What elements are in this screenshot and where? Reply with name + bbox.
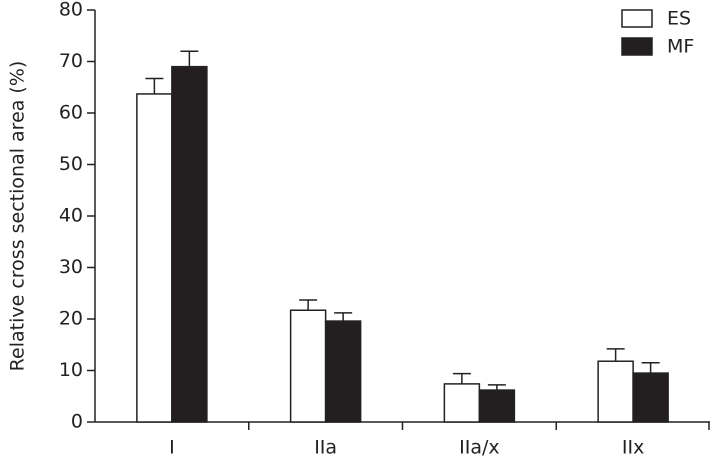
bar: [478, 389, 516, 423]
y-tick-label: 30: [59, 256, 83, 278]
bar: [136, 93, 173, 423]
bar: [171, 65, 208, 423]
y-tick-label: 70: [59, 50, 83, 72]
y-axis-label: Relative cross sectional area (%): [7, 61, 29, 372]
bar: [324, 320, 362, 423]
y-tick-label: 60: [59, 102, 83, 124]
legend-swatch: [621, 9, 653, 28]
y-tick-label: 0: [71, 411, 83, 433]
x-tick-label: I: [169, 437, 175, 459]
legend-label: MF: [667, 36, 694, 58]
bar: [443, 383, 481, 423]
bar: [597, 360, 634, 423]
legend-label: ES: [667, 8, 691, 30]
x-tick-label: IIa/x: [459, 437, 500, 459]
bar: [289, 309, 327, 423]
y-tick-label: 20: [59, 308, 83, 330]
y-tick-label: 10: [59, 359, 83, 381]
y-tick-label: 80: [59, 0, 83, 21]
y-tick-label: 50: [59, 153, 83, 175]
y-tick-label: 40: [59, 205, 83, 227]
bar: [632, 372, 669, 423]
x-tick-label: IIx: [622, 437, 644, 459]
legend-swatch: [621, 37, 653, 56]
x-tick-label: IIa: [314, 437, 337, 459]
